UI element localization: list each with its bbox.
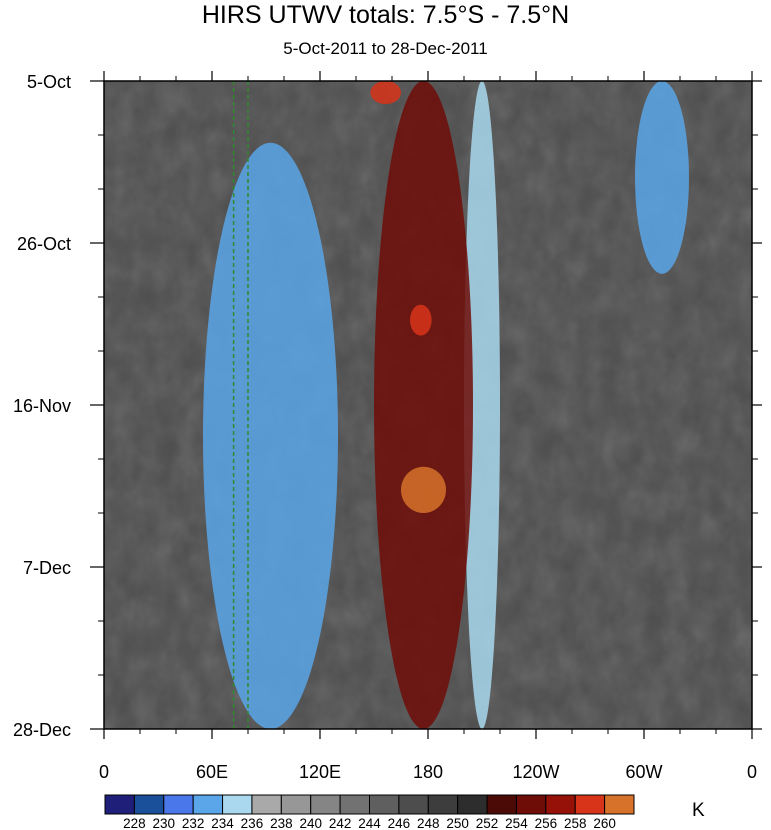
x-tick-label: 120W	[512, 762, 559, 782]
colorbar-box	[133, 794, 165, 815]
plot-area	[104, 81, 752, 729]
x-tick-label: 0	[99, 762, 109, 782]
colorbar-box	[515, 794, 547, 815]
colorbar-label: 260	[593, 816, 616, 830]
dry-patch-feature	[410, 304, 432, 336]
colorbar-label: 258	[564, 816, 587, 830]
colorbar-label: 238	[270, 816, 293, 830]
colorbar-box	[574, 794, 606, 815]
colorbar-label: 252	[476, 816, 499, 830]
colorbar-label: 240	[299, 816, 322, 830]
dry-patch-feature	[401, 466, 446, 513]
colorbar-label: 242	[329, 816, 352, 830]
x-tick-label: 180	[413, 762, 443, 782]
colorbar-label: 234	[211, 816, 234, 830]
colorbar-box	[310, 794, 341, 815]
colorbar-box	[222, 794, 253, 815]
colorbar-label: 254	[505, 816, 528, 830]
moist-band-feature	[203, 142, 338, 729]
colorbar-label: 256	[535, 816, 558, 830]
colorbar-box	[280, 794, 312, 815]
colorbar-box	[192, 794, 224, 815]
colorbar-label: 230	[153, 816, 176, 830]
colorbar-label: 248	[417, 816, 440, 830]
colorbar-box	[251, 794, 282, 815]
chart-title: HIRS UTWV totals: 7.5°S - 7.5°N	[201, 1, 570, 29]
y-tick-label: 5-Oct	[27, 72, 71, 92]
moist-band-feature	[464, 81, 500, 729]
colorbar-box	[339, 794, 371, 815]
colorbar-box	[486, 794, 517, 815]
colorbar-label: 228	[123, 816, 146, 830]
colorbar-label: 246	[388, 816, 411, 830]
y-tick-label: 26-Oct	[17, 234, 71, 254]
moist-band-feature	[635, 81, 689, 274]
colorbar-box	[398, 794, 429, 815]
dry-band-feature	[374, 81, 473, 729]
plot-axes: 0 60E 120E 180 120W 60W 0 5-Oct 26-Oct 16-Nov 7-De…	[13, 71, 762, 782]
colorbar-box	[427, 794, 459, 815]
colorbar: 228 230 232 234 236 238 240 242 244 246 248 250 252 2…	[104, 794, 635, 830]
chart-subtitle: 5-Oct-2011 to 28-Dec-2011	[283, 39, 488, 58]
colorbar-label: 236	[241, 816, 264, 830]
colorbar-box	[104, 794, 135, 815]
x-tick-label: 120E	[299, 762, 341, 782]
y-tick-label: 16-Nov	[13, 396, 71, 416]
dry-patch-feature	[370, 81, 402, 105]
colorbar-unit-label: K	[692, 800, 705, 821]
x-tick-label: 0	[747, 762, 757, 782]
colorbar-label: 232	[182, 816, 205, 830]
colorbar-box	[163, 794, 194, 815]
colorbar-label: 250	[446, 816, 469, 830]
y-tick-label: 7-Dec	[23, 558, 71, 578]
colorbar-label: 244	[358, 816, 381, 830]
y-tick-label: 28-Dec	[13, 720, 71, 740]
colorbar-box	[545, 794, 576, 815]
x-tick-label: 60E	[196, 762, 228, 782]
colorbar-box	[369, 794, 400, 815]
colorbar-box	[604, 794, 635, 815]
x-tick-label: 60W	[625, 762, 662, 782]
colorbar-box	[457, 794, 488, 815]
